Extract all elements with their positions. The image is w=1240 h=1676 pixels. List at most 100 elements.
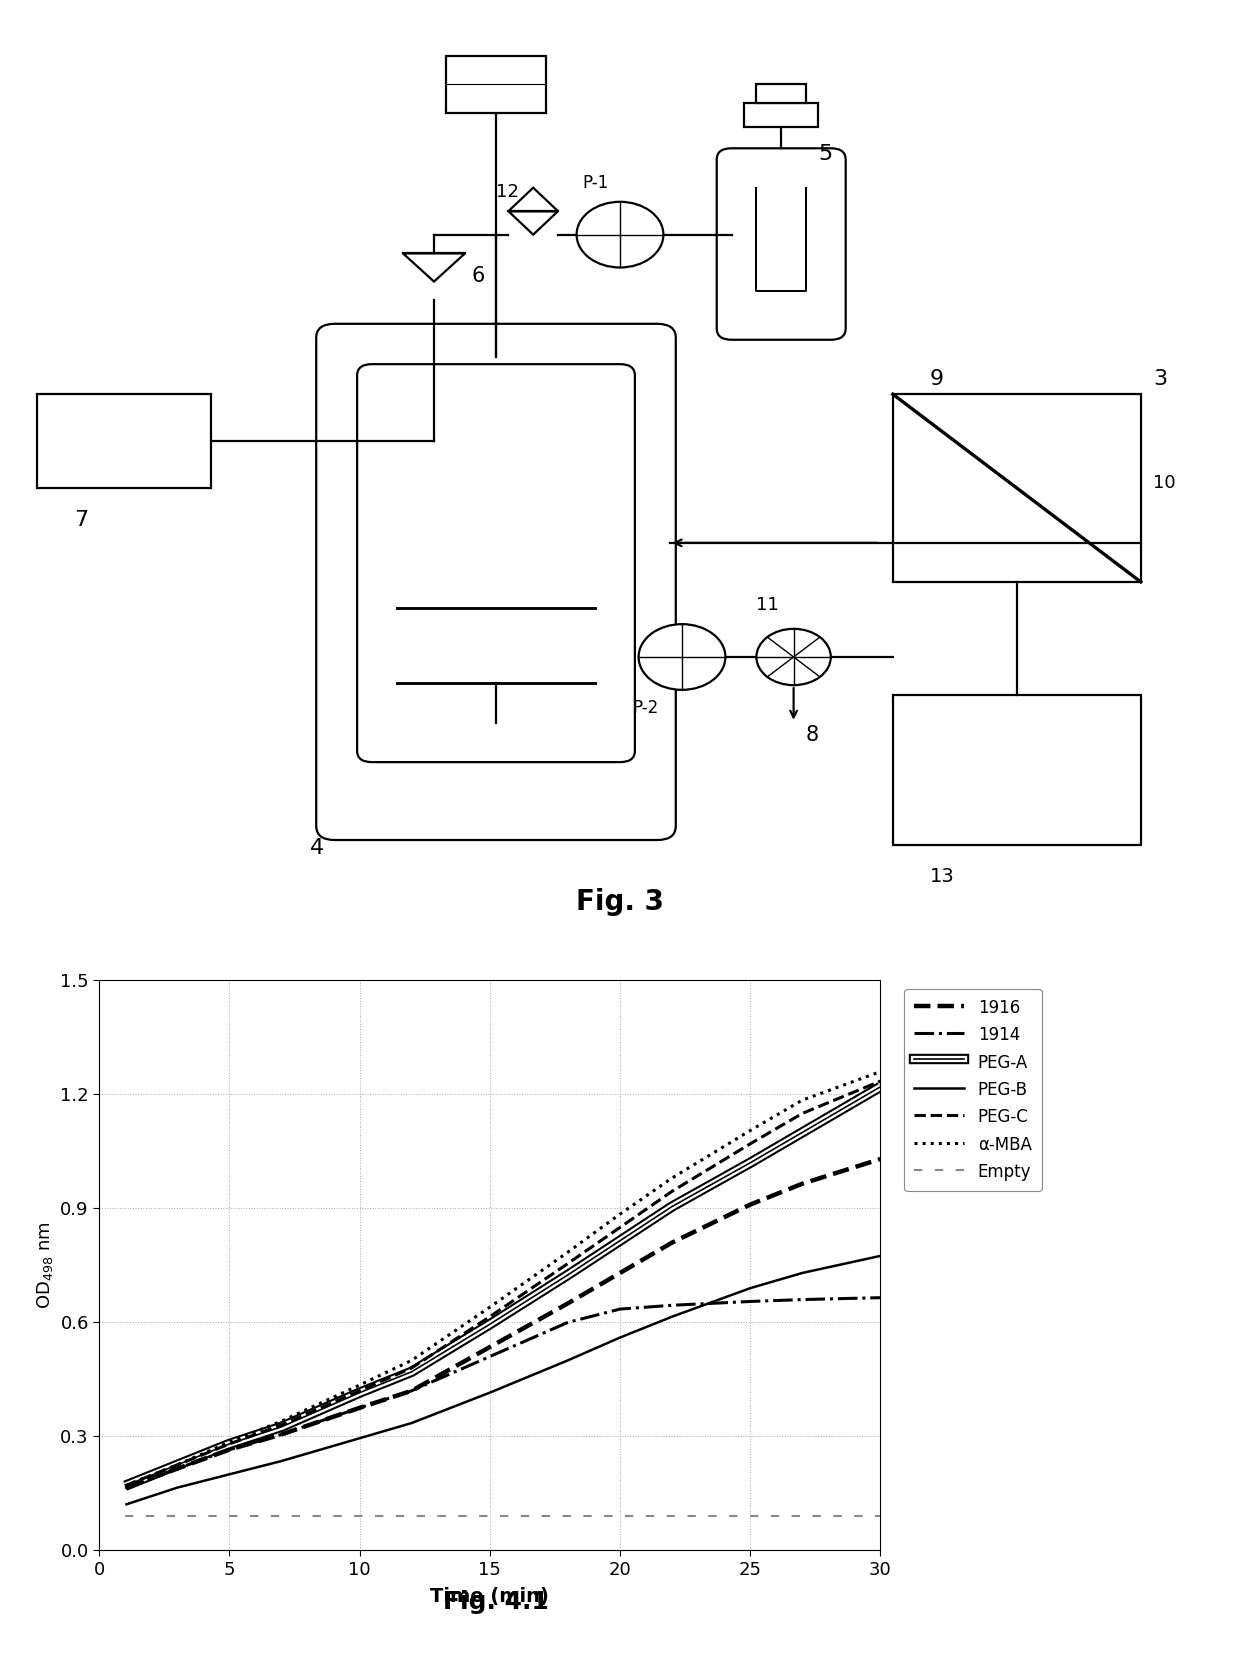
Legend: 1916, 1914, PEG-A, PEG-B, PEG-C, α-MBA, Empty: 1916, 1914, PEG-A, PEG-B, PEG-C, α-MBA, …: [904, 989, 1042, 1192]
FancyBboxPatch shape: [717, 147, 846, 340]
α-MBA: [613, 1203, 627, 1223]
1914: [560, 1312, 575, 1332]
PEG-C: [743, 1133, 758, 1153]
Line: 1914: 1914: [125, 1297, 880, 1488]
PEG-A: [118, 1475, 133, 1495]
Text: 9: 9: [930, 369, 944, 389]
PEG-B: [170, 1478, 185, 1498]
1916: [613, 1264, 627, 1284]
Text: 11: 11: [756, 597, 779, 613]
α-MBA: [352, 1374, 367, 1394]
PEG-C: [482, 1307, 497, 1327]
Text: P-1: P-1: [583, 174, 609, 191]
Bar: [893, 394, 1141, 582]
1916: [665, 1232, 680, 1252]
1914: [482, 1346, 497, 1366]
FancyBboxPatch shape: [316, 323, 676, 840]
PEG-B: [873, 1245, 888, 1265]
PEG-B: [795, 1264, 810, 1284]
α-MBA: [274, 1411, 289, 1431]
PEG-C: [873, 1071, 888, 1091]
Text: Fig. 4.1: Fig. 4.1: [443, 1591, 549, 1614]
PEG-A: [482, 1314, 497, 1334]
1914: [118, 1478, 133, 1498]
α-MBA: [482, 1297, 497, 1317]
1914: [404, 1381, 419, 1401]
X-axis label: Time (min): Time (min): [430, 1587, 549, 1606]
PEG-C: [613, 1217, 627, 1237]
1916: [560, 1294, 575, 1314]
PEG-A: [404, 1361, 419, 1381]
1914: [613, 1299, 627, 1319]
1914: [170, 1458, 185, 1478]
1914: [352, 1398, 367, 1418]
Bar: [744, 104, 818, 127]
PEG-A: [613, 1230, 627, 1250]
PEG-C: [352, 1381, 367, 1401]
1916: [404, 1381, 419, 1401]
PEG-B: [613, 1327, 627, 1348]
Text: Fig. 3: Fig. 3: [577, 888, 663, 917]
PEG-C: [170, 1455, 185, 1475]
Circle shape: [577, 201, 663, 268]
1914: [274, 1425, 289, 1445]
Line: PEG-C: PEG-C: [125, 1081, 880, 1485]
PEG-A: [352, 1383, 367, 1403]
1914: [222, 1440, 237, 1460]
1916: [170, 1458, 185, 1478]
Line: PEG-B: PEG-B: [125, 1255, 880, 1505]
Bar: [37, 394, 211, 488]
α-MBA: [118, 1475, 133, 1495]
1914: [873, 1287, 888, 1307]
α-MBA: [665, 1168, 680, 1188]
Text: 5: 5: [818, 144, 832, 164]
Polygon shape: [508, 211, 558, 235]
Bar: [446, 57, 546, 112]
Circle shape: [639, 623, 725, 691]
Text: 3: 3: [1153, 369, 1167, 389]
Text: P-2: P-2: [632, 699, 658, 717]
1916: [118, 1478, 133, 1498]
1916: [352, 1398, 367, 1418]
PEG-C: [795, 1103, 810, 1123]
PEG-B: [560, 1351, 575, 1371]
PEG-B: [743, 1279, 758, 1299]
1916: [222, 1440, 237, 1460]
1916: [482, 1337, 497, 1358]
PEG-B: [222, 1465, 237, 1485]
PEG-C: [560, 1254, 575, 1274]
Polygon shape: [403, 253, 465, 282]
Line: 1916: 1916: [125, 1160, 880, 1488]
1914: [743, 1292, 758, 1312]
Text: 6: 6: [471, 265, 485, 285]
PEG-C: [222, 1435, 237, 1455]
α-MBA: [873, 1061, 888, 1081]
Line: α-MBA: α-MBA: [125, 1071, 880, 1485]
α-MBA: [743, 1121, 758, 1141]
PEG-A: [274, 1416, 289, 1436]
Text: 10: 10: [1153, 474, 1176, 493]
1916: [274, 1425, 289, 1445]
PEG-B: [274, 1451, 289, 1472]
PEG-C: [665, 1182, 680, 1202]
Bar: [893, 694, 1141, 845]
FancyBboxPatch shape: [357, 364, 635, 763]
Bar: [756, 84, 806, 104]
α-MBA: [170, 1455, 185, 1475]
PEG-C: [118, 1475, 133, 1495]
PEG-C: [274, 1415, 289, 1435]
PEG-A: [222, 1435, 237, 1455]
1914: [795, 1289, 810, 1309]
1916: [873, 1150, 888, 1170]
1916: [795, 1173, 810, 1193]
PEG-B: [118, 1495, 133, 1515]
Text: 13: 13: [930, 866, 955, 887]
PEG-A: [170, 1455, 185, 1475]
PEG-A: [873, 1076, 888, 1096]
Text: 12: 12: [496, 183, 518, 201]
Polygon shape: [508, 188, 558, 211]
Line: PEG-A: PEG-A: [125, 1086, 880, 1485]
1914: [665, 1296, 680, 1316]
PEG-B: [482, 1383, 497, 1403]
PEG-B: [665, 1307, 680, 1327]
